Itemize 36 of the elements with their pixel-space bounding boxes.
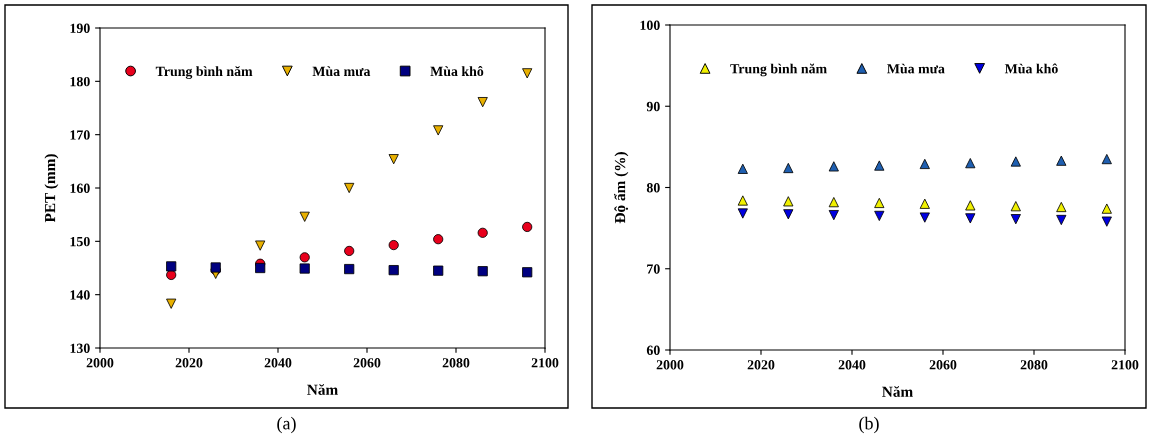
y-tick-label: 160 <box>70 183 90 193</box>
x-tick-label: 2000 <box>656 360 684 370</box>
text: (a) <box>277 416 296 434</box>
y-axis-title: PET (mm) <box>44 154 59 223</box>
x-tick-label: 2080 <box>1020 360 1048 370</box>
x-axis-title: Năm <box>307 384 338 395</box>
y-tick-label: 170 <box>70 130 90 140</box>
y-tick-label: 150 <box>70 236 90 247</box>
y-tick-label: 90 <box>646 101 660 112</box>
y-tick-label: 60 <box>646 345 660 355</box>
text: (b) <box>859 416 879 434</box>
legend-label: Trung bình năm <box>730 63 827 77</box>
legend-label: Mùa mưa <box>887 63 945 74</box>
legend-label: Mùa khô <box>430 66 484 77</box>
x-tick-label: 2040 <box>264 358 292 368</box>
y-tick-label: 180 <box>70 76 90 87</box>
x-tick-label: 2080 <box>442 358 470 368</box>
x-tick-label: 2000 <box>86 358 114 368</box>
x-tick-label: 2040 <box>838 360 866 370</box>
y-tick-label: 190 <box>70 23 90 33</box>
x-tick-label: 2060 <box>353 358 381 368</box>
x-axis-title: Năm <box>882 386 913 397</box>
legend-label: Mùa khô <box>1004 63 1058 74</box>
y-tick-label: 130 <box>70 343 90 353</box>
y-tick-label: 80 <box>646 183 660 193</box>
x-tick-label: 2100 <box>531 358 559 368</box>
x-tick-label: 2100 <box>1111 360 1139 370</box>
x-tick-label: 2020 <box>175 358 203 368</box>
legend-label: Mùa mưa <box>312 66 371 77</box>
y-tick-label: 100 <box>640 20 660 30</box>
legend-label: Trung bình năm <box>155 66 253 79</box>
y-axis-title: Độ ẩm (%) <box>613 152 629 224</box>
x-tick-label: 2020 <box>747 360 775 370</box>
y-tick-label: 70 <box>647 264 660 274</box>
y-tick-label: 140 <box>70 290 90 300</box>
x-tick-label: 2060 <box>929 360 957 370</box>
